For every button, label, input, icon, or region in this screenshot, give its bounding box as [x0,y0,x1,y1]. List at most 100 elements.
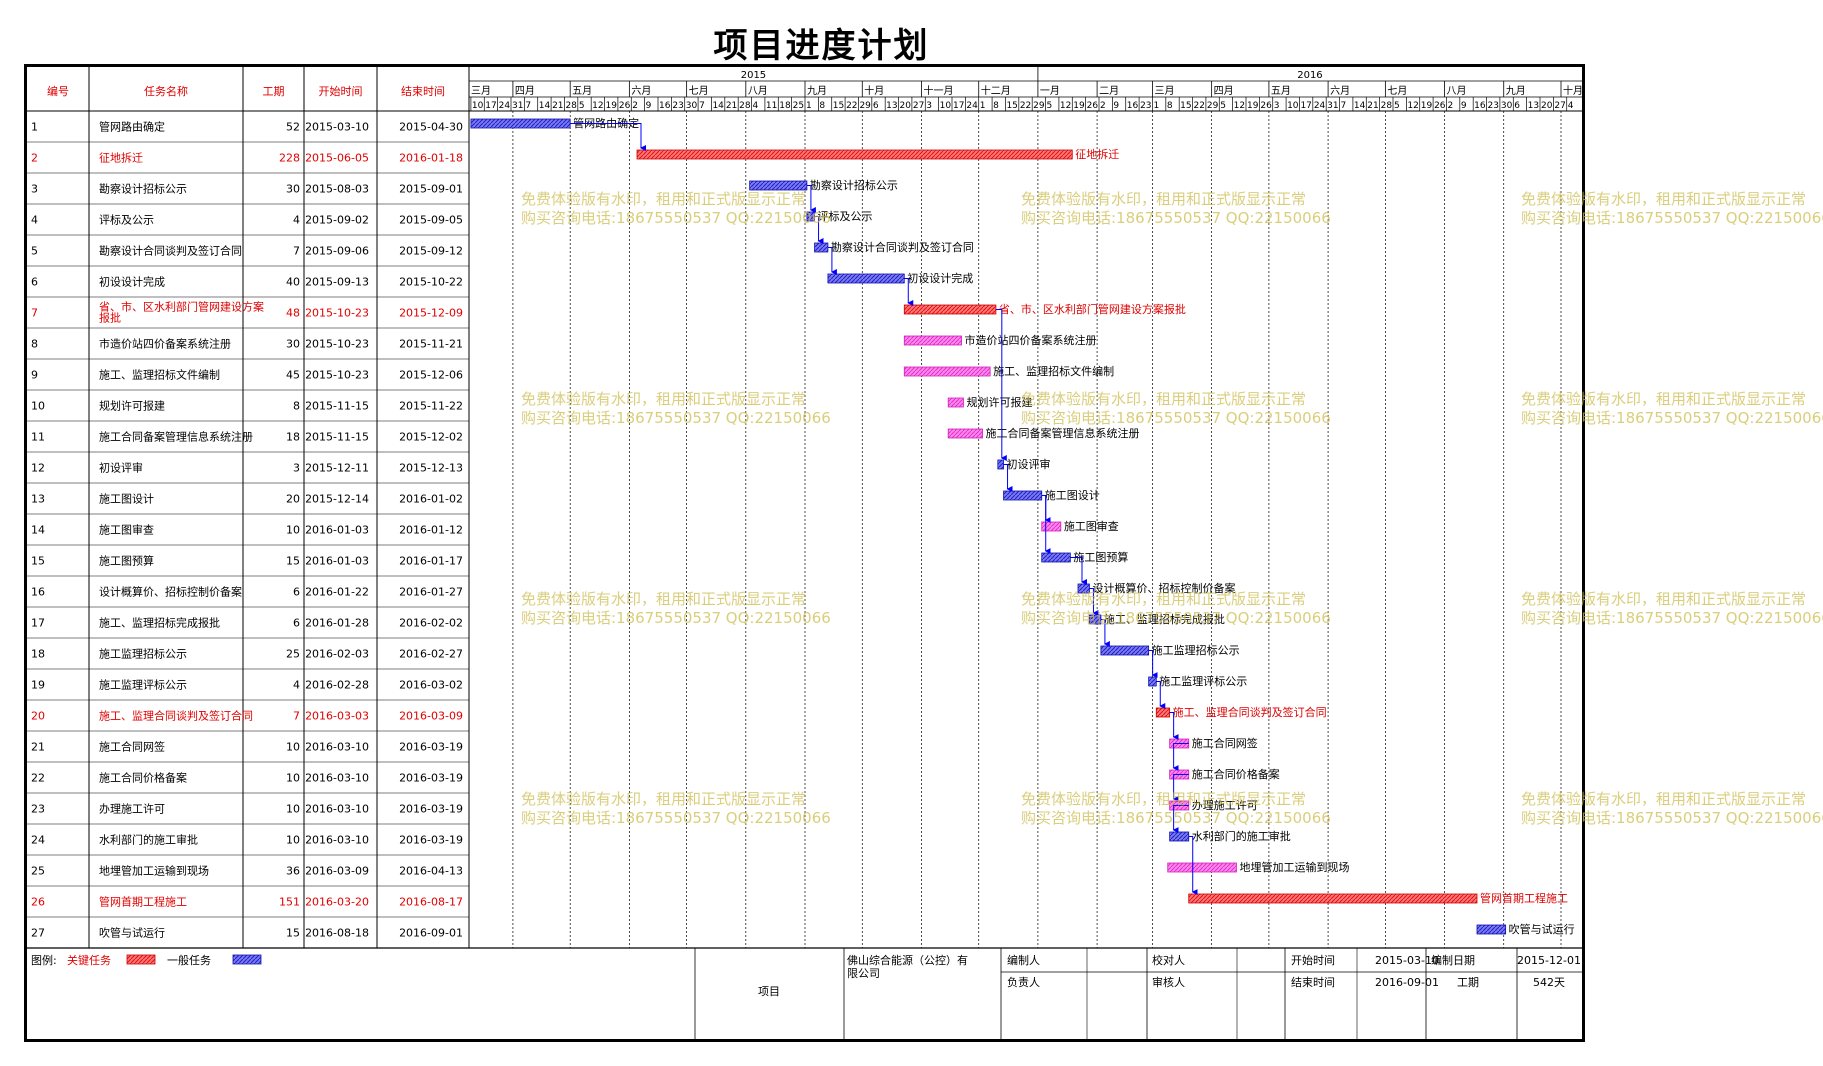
footer-owner-label: 负责人 [1007,975,1040,989]
task-duration: 30 [286,338,300,351]
dependency-arrow [1188,836,1198,895]
week-tick-label: 3 [1274,101,1280,111]
week-tick-label: 27 [913,101,924,111]
gantt-bar-label: 施工、监理招标完成报批 [1104,612,1225,626]
task-id: 26 [31,896,45,909]
task-name: 施工监理招标公示 [99,647,187,661]
week-tick-label: 21 [1367,101,1378,111]
dependency-arrow [1100,619,1110,647]
week-tick-label: 5 [1394,101,1400,111]
gantt-bar [947,397,964,408]
task-duration: 3 [293,462,300,475]
gantt-bar [827,273,905,284]
task-name: 施工图审查 [99,523,154,537]
month-label: 二月 [1099,85,1119,97]
gantt-bar [1089,614,1102,625]
month-label: 七月 [1387,85,1407,97]
week-tick-label: 23 [1140,101,1151,111]
task-start: 2015-12-11 [305,462,369,475]
week-tick-label: 14 [539,101,551,111]
month-label: 十月 [1563,84,1582,97]
task-name: 施工、监理合同谈判及签订合同 [99,709,253,723]
task-id: 20 [31,710,45,723]
week-tick-label: 9 [1461,101,1467,111]
task-start: 2015-10-23 [305,338,369,351]
week-tick-label: 24 [1314,101,1326,111]
task-duration: 45 [286,369,300,382]
task-end: 2015-04-30 [399,121,463,134]
dependency-arrow [806,185,816,213]
week-tick-label: 20 [1541,101,1553,111]
month-label: 一月 [1040,85,1060,97]
task-start: 2016-01-03 [305,555,369,568]
gantt-bar [1476,924,1507,935]
task-start: 2015-12-14 [305,493,369,506]
dependency-arrow [1041,495,1051,554]
month-label: 十月 [864,84,884,97]
column-header-name: 任务名称 [144,84,188,98]
week-tick-label: 17 [953,101,964,111]
task-name: 管网首期工程施工 [99,895,187,909]
task-start: 2016-01-03 [305,524,369,537]
task-start: 2016-03-10 [305,772,369,785]
footer-auditor-label: 审核人 [1152,975,1185,989]
task-end: 2016-08-17 [399,896,463,909]
week-tick-label: 15 [1180,101,1191,111]
task-end: 2015-12-09 [399,307,463,320]
gantt-bar [1100,645,1150,656]
task-id: 11 [31,431,45,444]
week-tick-label: 23 [1488,101,1499,111]
week-tick-label: 1 [980,101,986,111]
week-tick-label: 9 [646,101,652,111]
gantt-bar-label: 市造价站四价备案系统注册 [965,333,1097,347]
footer-end-label: 结束时间 [1291,976,1335,989]
gantt-bar-label: 施工、监理合同谈判及签订合同 [1173,705,1327,719]
week-tick-label: 16 [1127,101,1139,111]
week-tick-label: 11 [766,101,777,111]
month-label: 四月 [515,85,535,97]
week-tick-label: 2 [632,101,638,111]
gantt-bar [470,118,571,129]
gantt-bar-label: 水利部门的施工审批 [1192,829,1291,843]
dependency-arrow [1003,464,1013,492]
week-tick-label: 31 [512,101,523,111]
gantt-bar-label: 施工图设计 [1045,489,1100,502]
gantt-bar-label: 设计概算价、招标控制价备案 [1092,581,1235,595]
task-duration: 10 [286,741,300,754]
week-tick-label: 8 [1167,101,1173,111]
task-start: 2016-01-28 [305,617,369,630]
dependency-arrow [1169,712,1179,740]
footer-compile-date-label: 编制日期 [1431,953,1475,967]
month-label: 七月 [689,85,709,97]
task-name: 地埋管加工运输到现场 [99,864,209,878]
task-start: 2015-03-10 [305,121,369,134]
week-tick-label: 25 [793,101,804,111]
week-tick-label: 18 [779,101,791,111]
footer-start-value: 2015-03-10 [1375,954,1439,967]
task-id: 8 [31,338,38,351]
dependency-arrow [827,247,837,275]
gantt-bar-label: 办理施工许可 [1192,799,1258,812]
week-tick-label: 26 [1434,101,1446,111]
week-tick-label: 23 [672,101,683,111]
task-start: 2016-03-03 [305,710,369,723]
week-tick-label: 15 [833,101,844,111]
task-name: 征地拆迁 [99,151,143,165]
task-id: 18 [31,648,45,661]
task-name: 水利部门的施工审批 [99,833,198,847]
task-duration: 6 [293,617,300,630]
gantt-bar [1155,707,1171,718]
task-end: 2016-03-02 [399,679,463,692]
week-tick-label: 3 [926,101,932,111]
task-end: 2016-01-27 [399,586,463,599]
footer-reviewer-label: 校对人 [1152,953,1185,967]
week-tick-label: 1 [1153,101,1159,111]
task-name: 施工合同备案管理信息系统注册 [99,430,253,444]
task-name: 施工合同价格备案 [99,771,187,785]
month-label: 八月 [748,85,768,97]
task-name: 初设设计完成 [99,275,165,289]
task-end: 2016-09-01 [399,927,463,940]
task-duration: 25 [286,648,300,661]
task-start: 2016-03-10 [305,834,369,847]
week-tick-label: 13 [886,101,897,111]
